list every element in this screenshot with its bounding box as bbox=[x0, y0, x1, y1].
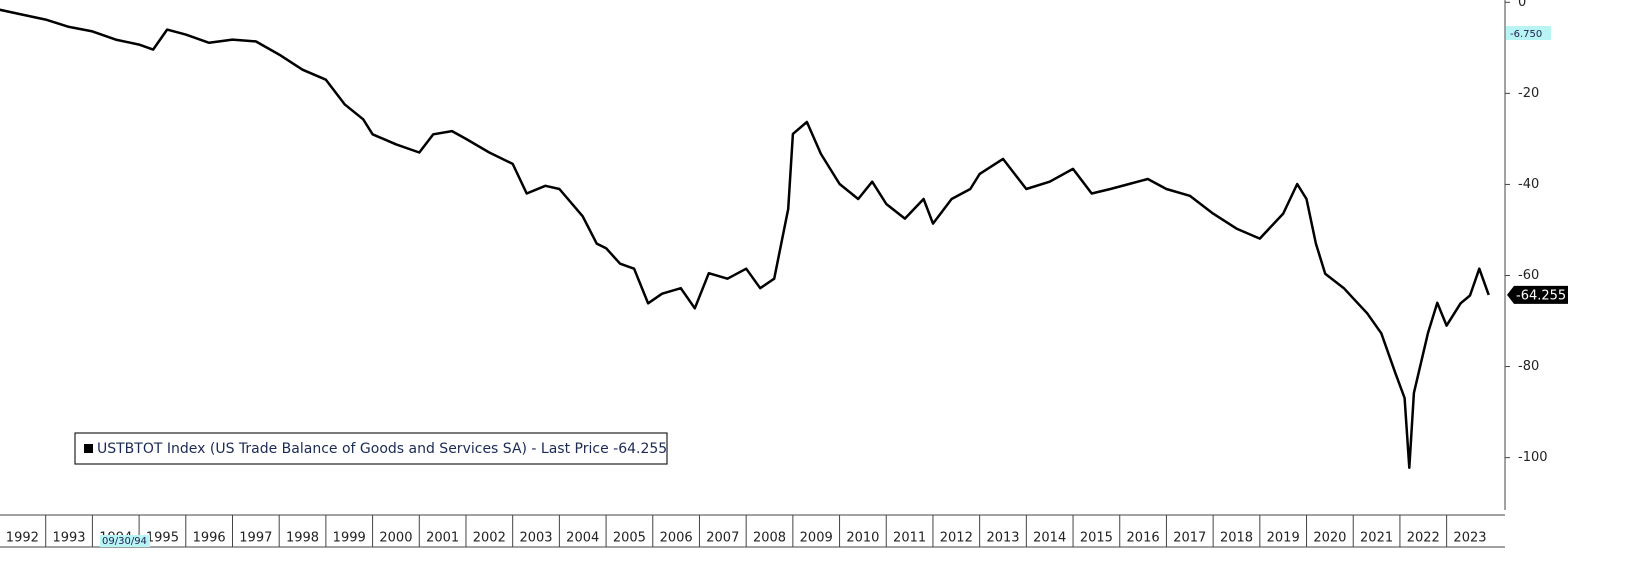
x-tick-label: 2023 bbox=[1453, 531, 1486, 546]
x-tick-label: 2001 bbox=[426, 531, 459, 546]
x-tick-label: 1993 bbox=[52, 531, 85, 546]
x-tick-label: 1999 bbox=[333, 531, 366, 546]
x-tick-label: 2005 bbox=[613, 531, 646, 546]
x-tick-label: 2013 bbox=[986, 531, 1019, 546]
cursor-value-label: -6.750 bbox=[1510, 29, 1542, 40]
x-tick-label: 2007 bbox=[706, 531, 739, 546]
y-tick-label: -20 bbox=[1518, 86, 1539, 101]
last-price-badge bbox=[1507, 285, 1568, 304]
x-tick-label: 2016 bbox=[1127, 531, 1160, 546]
x-tick-label: 2004 bbox=[566, 531, 599, 546]
last-price-label: -64.255 bbox=[1516, 288, 1566, 303]
x-tick-label: 2015 bbox=[1080, 531, 1113, 546]
y-tick-label: -100 bbox=[1518, 450, 1548, 465]
x-tick-label: 2018 bbox=[1220, 531, 1253, 546]
x-tick-label: 2012 bbox=[940, 531, 973, 546]
x-tick-label: 2011 bbox=[893, 531, 926, 546]
legend-box bbox=[74, 432, 668, 465]
y-tick-label: -80 bbox=[1518, 359, 1539, 374]
y-tick-label: 0 bbox=[1518, 0, 1526, 10]
cursor-date-label: 09/30/94 bbox=[102, 536, 147, 547]
x-tick-label: 1998 bbox=[286, 531, 319, 546]
x-tick-label: 2006 bbox=[660, 531, 693, 546]
x-tick-label: 2003 bbox=[519, 531, 552, 546]
x-tick-label: 1995 bbox=[146, 531, 179, 546]
x-tick-label: 2009 bbox=[800, 531, 833, 546]
cursor-value-box bbox=[1506, 26, 1551, 41]
x-tick-label: 1992 bbox=[6, 531, 39, 546]
x-tick-label: 2000 bbox=[379, 531, 412, 546]
x-tick-label: 2021 bbox=[1360, 531, 1393, 546]
x-tick-label: 2014 bbox=[1033, 531, 1066, 546]
x-tick-label: 2017 bbox=[1173, 531, 1206, 546]
x-tick-label: 1996 bbox=[193, 531, 226, 546]
x-tick-label: 2002 bbox=[473, 531, 506, 546]
legend-swatch bbox=[84, 444, 93, 453]
x-tick-label: 2008 bbox=[753, 531, 786, 546]
legend-label: USTBTOT Index (US Trade Balance of Goods… bbox=[97, 441, 667, 457]
y-tick-label: -40 bbox=[1518, 177, 1539, 192]
x-tick-label: 2020 bbox=[1313, 531, 1346, 546]
y-tick-label: -60 bbox=[1518, 268, 1539, 283]
series-line bbox=[0, 8, 1490, 469]
x-tick-label: 1997 bbox=[239, 531, 272, 546]
x-tick-label: 2019 bbox=[1267, 531, 1300, 546]
x-tick-label: 2010 bbox=[846, 531, 879, 546]
x-tick-label: 2022 bbox=[1407, 531, 1440, 546]
cursor-date-box bbox=[100, 535, 150, 547]
